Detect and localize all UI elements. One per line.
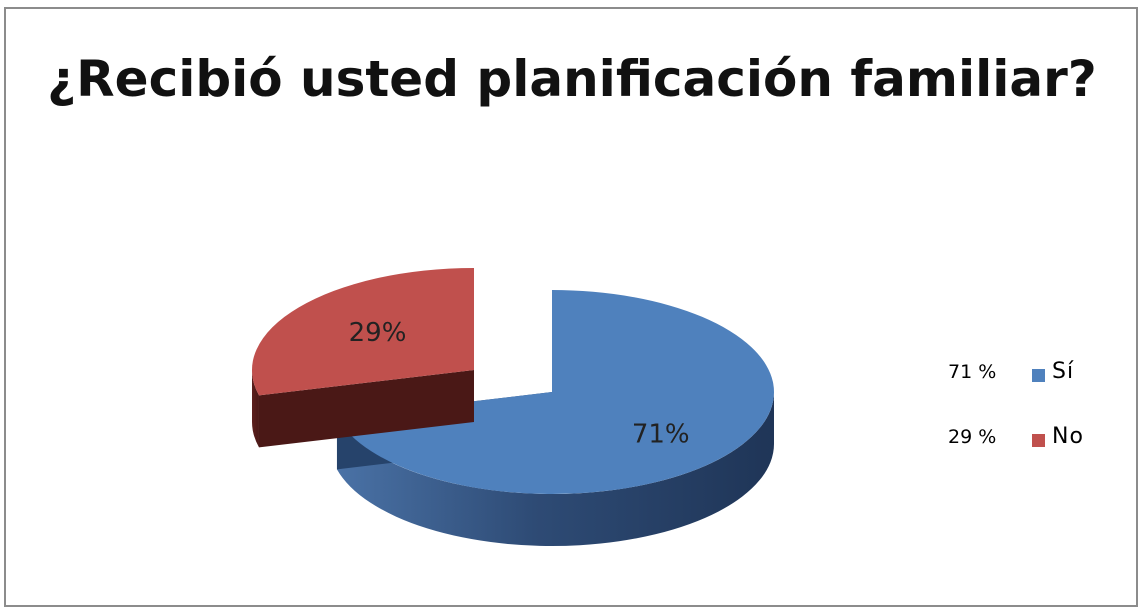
legend-item-si: 71 % Sí bbox=[948, 357, 1138, 391]
pie-slice-top bbox=[336, 290, 774, 494]
legend-item-no: 29 % No bbox=[948, 422, 1138, 456]
pie-slice-top bbox=[252, 268, 474, 396]
legend-label: No bbox=[1052, 424, 1084, 449]
pie-slice-side-wall bbox=[336, 392, 774, 547]
legend-swatch bbox=[1032, 434, 1045, 447]
data-label: 71% bbox=[632, 419, 690, 449]
pie-slice-1 bbox=[252, 268, 474, 448]
legend-value: 29 % bbox=[948, 426, 997, 448]
legend-swatch bbox=[1032, 369, 1045, 382]
legend-label: Sí bbox=[1052, 359, 1075, 384]
legend-value: 71 % bbox=[948, 361, 997, 383]
data-label: 29% bbox=[349, 318, 407, 348]
pie-slice-side-wall bbox=[252, 370, 259, 448]
pie-slice-cut-face bbox=[258, 370, 474, 448]
chart-title: ¿Recibió usted planificación familiar? bbox=[47, 50, 1097, 108]
